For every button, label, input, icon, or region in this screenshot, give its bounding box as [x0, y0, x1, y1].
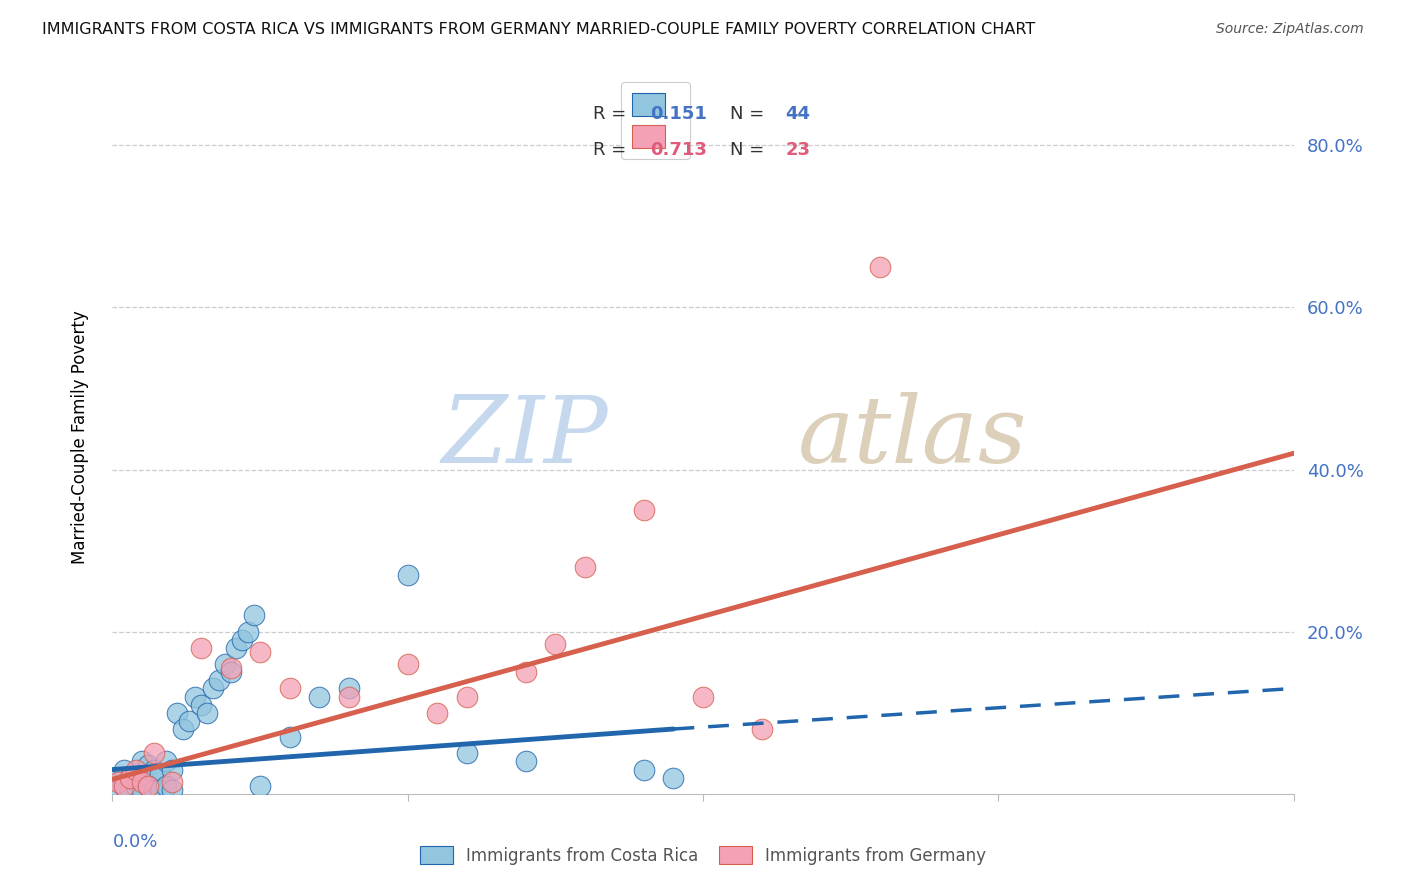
Point: [125, 779, 148, 793]
Point: [214, 657, 236, 672]
Text: 0.0%: 0.0%: [112, 833, 157, 851]
Point: [160, 774, 183, 789]
Point: [107, 782, 129, 797]
Point: [112, 779, 135, 793]
Point: [184, 690, 207, 704]
Point: [308, 690, 330, 704]
Point: [231, 632, 253, 647]
Point: [142, 782, 165, 797]
Point: [112, 779, 135, 793]
Text: 0.713: 0.713: [650, 141, 707, 159]
Point: [142, 763, 165, 777]
Point: [278, 681, 301, 696]
Point: [136, 779, 159, 793]
Point: [337, 690, 360, 704]
Point: [225, 640, 247, 655]
Point: [142, 747, 165, 761]
Text: R =: R =: [593, 141, 633, 159]
Point: [692, 690, 714, 704]
Point: [131, 774, 153, 789]
Legend: , : ,: [621, 82, 690, 160]
Point: [179, 714, 201, 728]
Point: [120, 771, 142, 785]
Point: [662, 771, 685, 785]
Point: [195, 706, 218, 720]
Text: atlas: atlas: [797, 392, 1026, 482]
Point: [869, 260, 891, 274]
Text: N =: N =: [730, 105, 770, 123]
Text: N =: N =: [730, 141, 770, 159]
Point: [149, 766, 172, 780]
Point: [136, 758, 159, 772]
Point: [172, 722, 194, 736]
Point: [278, 730, 301, 744]
Point: [125, 774, 148, 789]
Text: 23: 23: [786, 141, 811, 159]
Point: [633, 763, 655, 777]
Point: [219, 665, 242, 680]
Point: [456, 747, 478, 761]
Point: [396, 568, 419, 582]
Point: [515, 665, 537, 680]
Point: [426, 706, 449, 720]
Point: [249, 779, 271, 793]
Point: [131, 766, 153, 780]
Text: 44: 44: [786, 105, 811, 123]
Point: [337, 681, 360, 696]
Point: [107, 771, 129, 785]
Point: [155, 779, 177, 793]
Text: ZIP: ZIP: [441, 392, 609, 482]
Point: [238, 624, 260, 639]
Point: [120, 771, 142, 785]
Point: [456, 690, 478, 704]
Point: [208, 673, 231, 688]
Point: [190, 640, 212, 655]
Point: [166, 706, 188, 720]
Text: R =: R =: [593, 105, 633, 123]
Point: [136, 779, 159, 793]
Point: [201, 681, 224, 696]
Point: [574, 559, 596, 574]
Point: [131, 782, 153, 797]
Legend: Immigrants from Costa Rica, Immigrants from Germany: Immigrants from Costa Rica, Immigrants f…: [412, 838, 994, 873]
Point: [515, 755, 537, 769]
Point: [243, 608, 266, 623]
Point: [107, 774, 129, 789]
Y-axis label: Married-Couple Family Poverty: Married-Couple Family Poverty: [70, 310, 89, 564]
Point: [396, 657, 419, 672]
Point: [155, 755, 177, 769]
Point: [160, 782, 183, 797]
Point: [190, 698, 212, 712]
Point: [249, 645, 271, 659]
Point: [120, 782, 142, 797]
Point: [131, 755, 153, 769]
Point: [633, 503, 655, 517]
Text: Source: ZipAtlas.com: Source: ZipAtlas.com: [1216, 22, 1364, 37]
Point: [751, 722, 773, 736]
Point: [149, 782, 172, 797]
Text: IMMIGRANTS FROM COSTA RICA VS IMMIGRANTS FROM GERMANY MARRIED-COUPLE FAMILY POVE: IMMIGRANTS FROM COSTA RICA VS IMMIGRANTS…: [42, 22, 1035, 37]
Point: [125, 763, 148, 777]
Point: [112, 763, 135, 777]
Point: [160, 763, 183, 777]
Point: [544, 637, 567, 651]
Point: [219, 661, 242, 675]
Text: 0.151: 0.151: [650, 105, 707, 123]
